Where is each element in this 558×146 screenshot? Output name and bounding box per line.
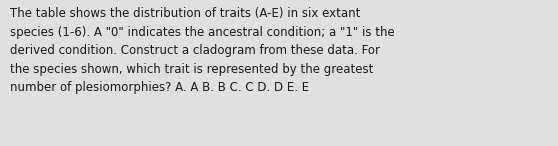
- Text: The table shows the distribution of traits (A-E) in six extant
species (1-6). A : The table shows the distribution of trai…: [10, 7, 395, 94]
